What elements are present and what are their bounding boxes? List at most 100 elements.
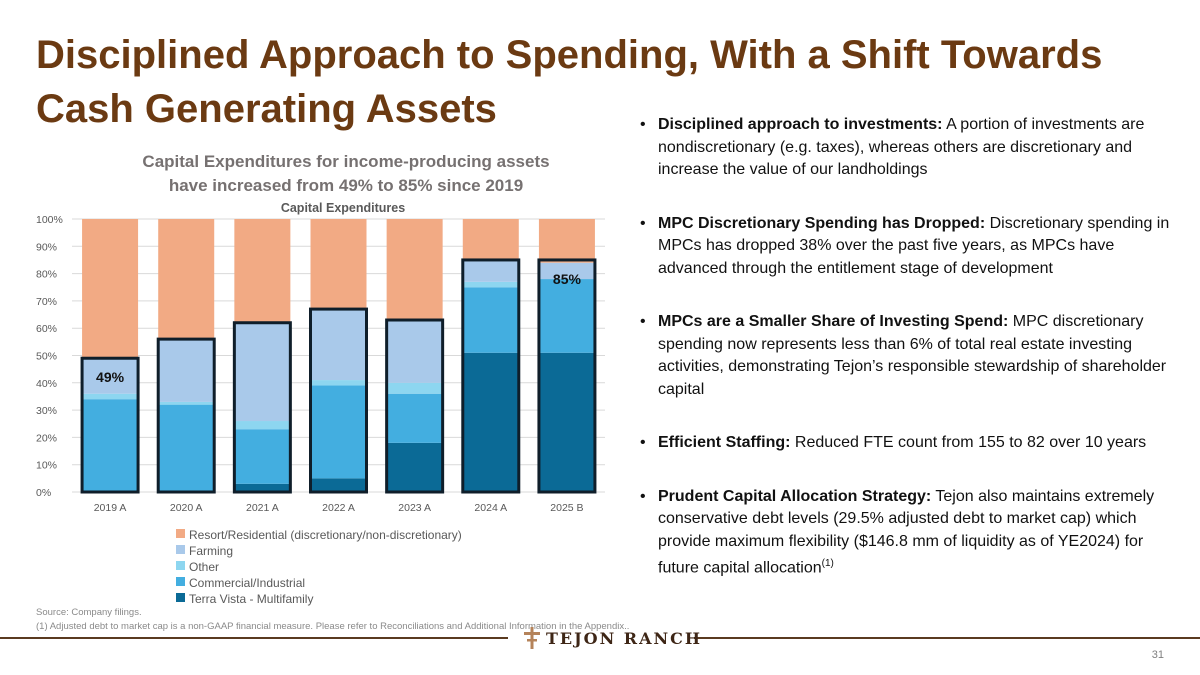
bar-segment (158, 401, 215, 405)
bullet-text: A portion of investments are nondiscreti… (658, 116, 1145, 178)
bullet-item: MPC Discretionary Spending has Dropped: … (636, 213, 1176, 281)
page-number: 31 (1151, 649, 1164, 661)
title-line-1: Disciplined Approach to Spending, With a… (36, 33, 1103, 77)
y-tick-label: 60% (36, 323, 57, 335)
cross-icon (524, 627, 540, 649)
bullet-list: Disciplined approach to investments: A p… (636, 114, 1176, 580)
chart-heading: Capital Expenditures for income-producin… (96, 150, 596, 198)
y-tick-label: 80% (36, 269, 57, 281)
bullet-heading: Efficient Staffing: (658, 434, 791, 451)
income-producing-outline (537, 258, 597, 494)
bar-segment (158, 339, 215, 402)
bar-segment (386, 320, 443, 383)
source-notes: Source: Company filings. (1) Adjusted de… (36, 606, 676, 634)
y-tick-label: 50% (36, 351, 57, 363)
footer-rule-left (0, 637, 508, 639)
bullet-item: Prudent Capital Allocation Strategy: Tej… (636, 486, 1176, 580)
legend-label: Terra Vista - Multifamily (189, 592, 313, 606)
capex-chart: Capital Expenditures 0% 10% 20% 30% 40% 50% 60%… (0, 145, 620, 615)
y-tick-label: 30% (36, 405, 57, 417)
bullet-item: Disciplined approach to investments: A p… (636, 114, 1176, 182)
footer-rule-right (694, 637, 1200, 639)
bullet-text: Tejon also maintains extremely conservat… (658, 487, 1155, 577)
chart-heading-line-2: have increased from 49% to 85% since 201… (168, 176, 524, 195)
income-producing-outline (461, 258, 521, 494)
bar-segment (82, 399, 139, 492)
bar-segment (234, 322, 291, 422)
x-tick-label: 2020 A (170, 502, 203, 514)
y-tick-label: 90% (36, 241, 57, 253)
legend-label: Commercial/Industrial (189, 576, 305, 590)
y-tick-label: 100% (36, 214, 63, 226)
legend-swatch (176, 577, 185, 586)
legend-swatch (176, 529, 185, 538)
y-tick-label: 0% (36, 487, 51, 499)
income-producing-outline (385, 318, 445, 494)
legend-swatch (176, 593, 185, 602)
capex-chart-svg: Capital Expenditures 0% 10% 20% 30% 40% 50% 60%… (36, 201, 605, 606)
footnote: (1) Adjusted debt to market cap is a non… (36, 621, 630, 632)
bar-segment (386, 393, 443, 443)
legend-label: Other (189, 560, 219, 574)
bar-segment (310, 219, 367, 310)
bar-segment (82, 393, 139, 400)
bullet-heading: MPCs are a Smaller Share of Investing Sp… (658, 313, 1009, 330)
bar-segment (538, 352, 595, 492)
source-note: Source: Company filings. (36, 607, 142, 618)
y-tick-label: 10% (36, 460, 57, 472)
bar-segment (234, 421, 291, 430)
company-logo: TEJON RANCH (524, 626, 702, 650)
income-producing-outline (309, 307, 368, 494)
bar-segment (82, 358, 139, 394)
bar-segment (386, 442, 443, 492)
x-tick-label: 2023 A (398, 502, 431, 514)
chart-heading-line-1: Capital Expenditures for income-producin… (142, 152, 550, 171)
x-tick-label: 2019 A (94, 502, 127, 514)
bullet-item: MPCs are a Smaller Share of Investing Sp… (636, 311, 1176, 401)
bar-segment (538, 219, 595, 263)
logo-text: TEJON RANCH (546, 628, 702, 648)
bar-segment (462, 259, 519, 282)
bullet-text: Reduced FTE count from 155 to 82 over 10… (790, 434, 1147, 451)
bar-segment (158, 219, 215, 340)
bar-segment (462, 352, 519, 492)
bar-segment (462, 287, 519, 353)
bar-segment (386, 219, 443, 321)
bar-annotation: 49% (96, 369, 125, 385)
bar-segment (462, 281, 519, 288)
income-producing-outline (80, 356, 140, 494)
footnote-marker: (1) (821, 558, 834, 569)
income-producing-outline (232, 321, 292, 494)
y-tick-label: 70% (36, 296, 57, 308)
bullet-item: Efficient Staffing: Reduced FTE count fr… (636, 432, 1176, 455)
bar-segment (158, 404, 215, 492)
bar-segment (234, 219, 291, 323)
legend-swatch (176, 545, 185, 554)
bullet-heading: Prudent Capital Allocation Strategy: (658, 487, 932, 505)
bar-segment (462, 219, 519, 260)
bullet-heading: MPC Discretionary Spending has Dropped: (658, 214, 986, 232)
legend-label: Resort/Residential (discretionary/non-di… (189, 528, 462, 542)
slide-title: Disciplined Approach to Spending, With a… (36, 28, 1176, 136)
bullet-heading: Disciplined approach to investments: (658, 116, 943, 133)
x-tick-label: 2022 A (322, 502, 355, 514)
title-line-2: Cash Generating Assets (36, 87, 497, 131)
bar-segment (310, 380, 367, 386)
y-tick-label: 40% (36, 378, 57, 390)
bar-segment (234, 483, 291, 492)
legend-label: Farming (189, 544, 233, 558)
x-tick-label: 2021 A (246, 502, 279, 514)
bullet-text: MPC discretionary spending now represent… (658, 313, 1167, 398)
bar-segment (538, 262, 595, 280)
bar-segment (310, 309, 367, 381)
bar-annotation: 85% (553, 271, 582, 287)
bar-segment (386, 382, 443, 394)
y-tick-label: 20% (36, 432, 57, 444)
legend-swatch (176, 561, 185, 570)
bar-segment (234, 429, 291, 484)
bar-segment (310, 478, 367, 492)
income-producing-outline (156, 337, 216, 494)
x-tick-label: 2024 A (474, 502, 507, 514)
x-tick-label: 2025 B (550, 502, 583, 514)
bar-segment (310, 385, 367, 479)
